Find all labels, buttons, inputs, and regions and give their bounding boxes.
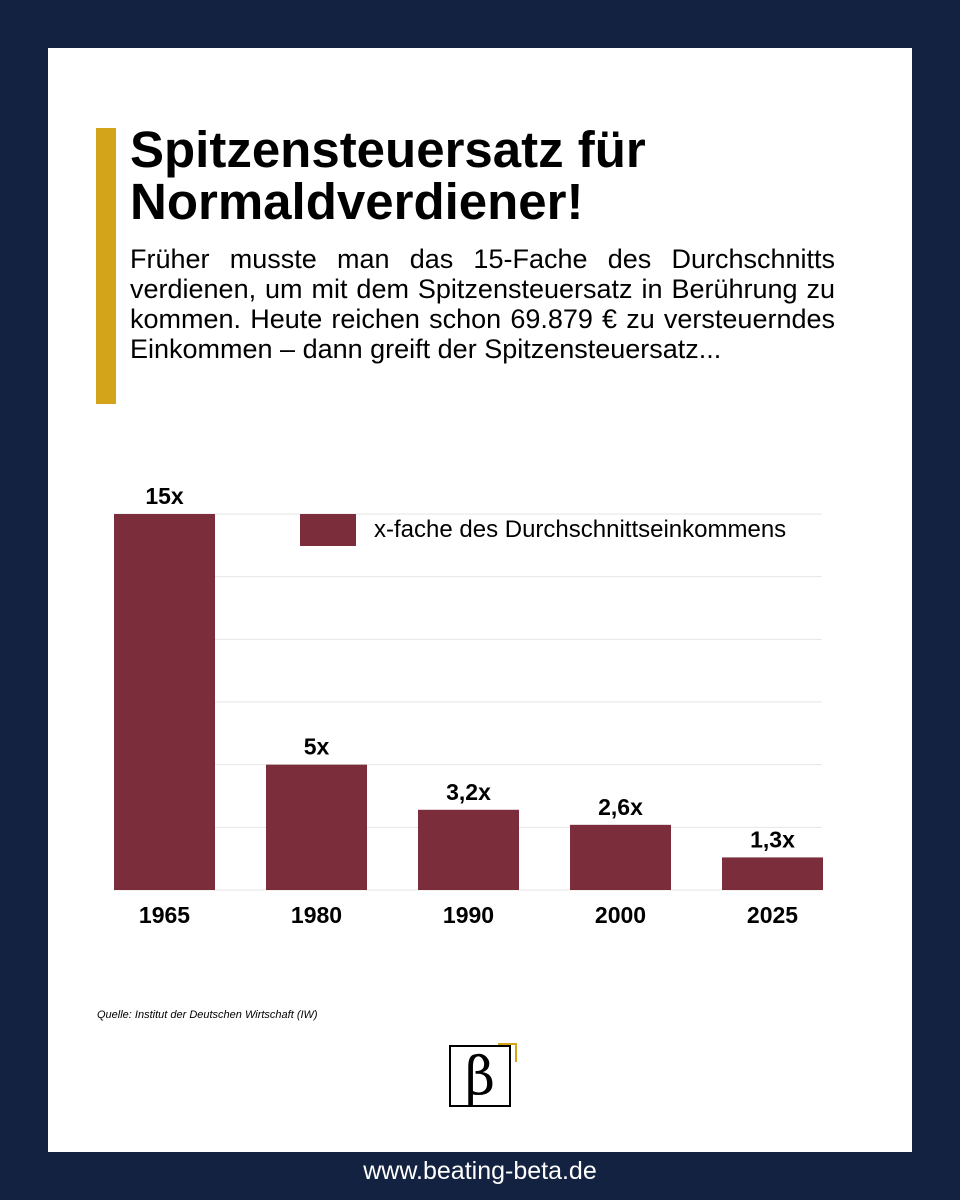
x-tick-label-1990: 1990	[443, 902, 494, 928]
x-tick-label-1965: 1965	[139, 902, 190, 928]
data-label-1980: 5x	[304, 734, 330, 760]
legend-swatch	[300, 514, 356, 546]
x-tick-label-2000: 2000	[595, 902, 646, 928]
bar-2025	[722, 857, 823, 890]
legend-label: x-fache des Durchschnittseinkommens	[374, 516, 787, 543]
bar-1980	[266, 764, 367, 890]
beta-logo-icon: β	[449, 1043, 517, 1107]
source-note: Quelle: Institut der Deutschen Wirtschaf…	[97, 1009, 318, 1021]
bar-chart: 15x 1965 5x 1980 3,2x 1990 2,6x 2000 1,3x 2025	[114, 483, 823, 928]
page-subtitle: Früher musste man das 15-Fache des Durch…	[130, 244, 835, 364]
data-label-2000: 2,6x	[598, 794, 643, 820]
data-label-2025: 1,3x	[750, 826, 795, 852]
bar-1990	[418, 809, 519, 890]
footer-url[interactable]: www.beating-beta.de	[363, 1157, 597, 1185]
data-label-1990: 3,2x	[446, 779, 491, 805]
x-tick-label-2025: 2025	[747, 902, 798, 928]
data-label-1965: 15x	[145, 483, 184, 509]
accent-bar	[96, 128, 116, 404]
page-title: Spitzensteuersatz für Normaldverdiener!	[130, 121, 646, 230]
logo-glyph: β	[465, 1047, 495, 1107]
x-tick-label-1980: 1980	[291, 902, 342, 928]
chart-legend: x-fache des Durchschnittseinkommens	[300, 514, 786, 546]
content-card: Spitzensteuersatz für Normaldverdiener! …	[48, 48, 912, 1152]
bar-1965	[114, 514, 215, 890]
bar-2000	[570, 824, 671, 890]
